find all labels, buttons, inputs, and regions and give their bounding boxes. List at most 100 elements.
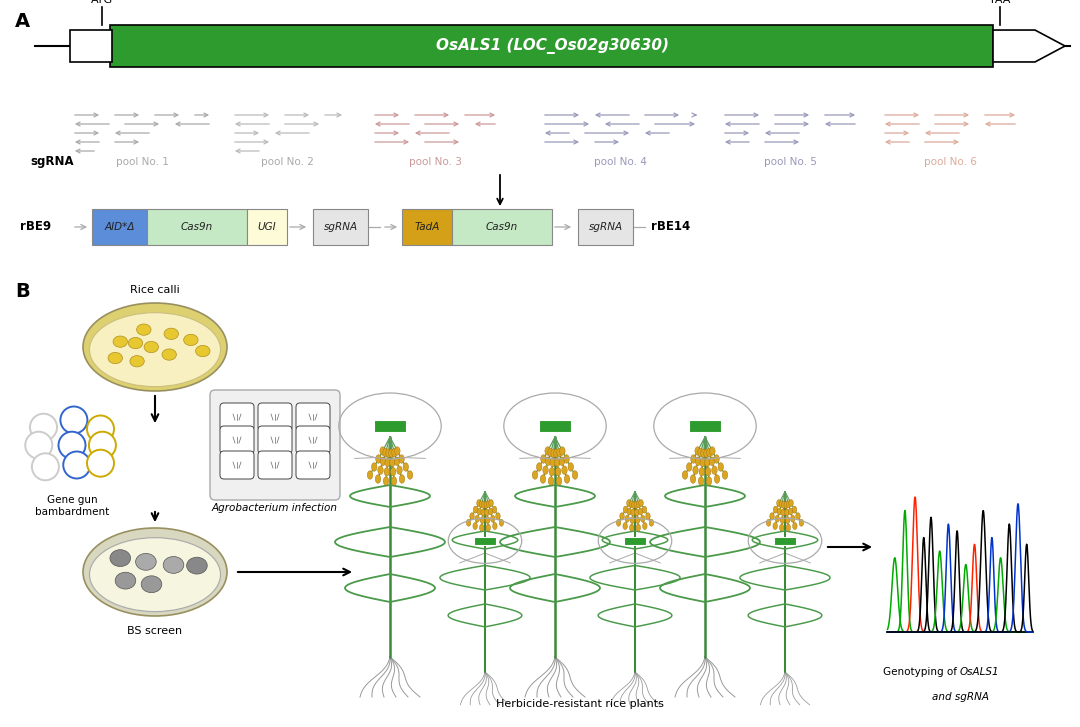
Ellipse shape xyxy=(712,466,717,475)
Ellipse shape xyxy=(376,455,381,463)
Ellipse shape xyxy=(784,502,788,508)
Ellipse shape xyxy=(635,517,639,523)
Bar xyxy=(110,25,993,67)
Ellipse shape xyxy=(773,523,778,529)
Ellipse shape xyxy=(375,475,381,483)
Ellipse shape xyxy=(380,447,386,455)
Ellipse shape xyxy=(83,528,227,616)
Ellipse shape xyxy=(643,506,647,513)
Ellipse shape xyxy=(164,328,178,340)
Ellipse shape xyxy=(90,313,220,387)
Ellipse shape xyxy=(137,324,151,335)
Ellipse shape xyxy=(467,519,471,526)
Ellipse shape xyxy=(486,524,490,531)
Text: rBE14: rBE14 xyxy=(651,220,690,233)
Ellipse shape xyxy=(636,501,640,507)
Ellipse shape xyxy=(683,471,688,479)
Ellipse shape xyxy=(782,502,786,508)
Ellipse shape xyxy=(723,471,728,479)
Ellipse shape xyxy=(548,449,553,457)
Ellipse shape xyxy=(136,553,157,570)
Ellipse shape xyxy=(556,477,562,485)
Ellipse shape xyxy=(477,508,482,515)
Ellipse shape xyxy=(550,458,555,467)
Text: sgRNA: sgRNA xyxy=(589,222,622,232)
Ellipse shape xyxy=(480,524,484,531)
Ellipse shape xyxy=(793,523,797,529)
Ellipse shape xyxy=(617,519,621,526)
Ellipse shape xyxy=(367,471,373,479)
Circle shape xyxy=(25,432,52,459)
Text: pool No. 5: pool No. 5 xyxy=(764,157,816,167)
Ellipse shape xyxy=(485,509,489,516)
FancyBboxPatch shape xyxy=(220,403,254,431)
Ellipse shape xyxy=(634,502,638,508)
Ellipse shape xyxy=(635,509,639,516)
Ellipse shape xyxy=(482,502,486,508)
Ellipse shape xyxy=(499,519,503,526)
Ellipse shape xyxy=(532,471,538,479)
Ellipse shape xyxy=(626,499,631,507)
Ellipse shape xyxy=(184,334,198,345)
Ellipse shape xyxy=(687,463,692,471)
FancyBboxPatch shape xyxy=(258,426,292,454)
Ellipse shape xyxy=(793,506,797,513)
Bar xyxy=(773,537,796,545)
Text: TadA: TadA xyxy=(415,222,440,232)
Ellipse shape xyxy=(785,509,789,516)
Ellipse shape xyxy=(699,477,704,485)
Ellipse shape xyxy=(630,501,634,507)
Ellipse shape xyxy=(141,576,162,593)
Ellipse shape xyxy=(489,499,494,507)
Text: Herbicide-resistant rice plants: Herbicide-resistant rice plants xyxy=(496,699,664,709)
Ellipse shape xyxy=(705,467,711,476)
Text: OsALS1 (LOC_Os02g30630): OsALS1 (LOC_Os02g30630) xyxy=(436,38,669,54)
Text: Cas9n: Cas9n xyxy=(486,222,518,232)
Ellipse shape xyxy=(476,499,482,507)
Ellipse shape xyxy=(796,513,800,520)
Ellipse shape xyxy=(640,515,645,522)
Ellipse shape xyxy=(492,506,497,513)
Ellipse shape xyxy=(714,455,719,463)
Ellipse shape xyxy=(623,523,627,529)
Ellipse shape xyxy=(568,463,573,471)
Circle shape xyxy=(64,451,91,478)
Ellipse shape xyxy=(698,449,703,457)
Ellipse shape xyxy=(556,449,563,457)
Ellipse shape xyxy=(543,466,549,475)
Ellipse shape xyxy=(545,457,551,465)
Text: Gene gun
bambardment: Gene gun bambardment xyxy=(35,495,109,517)
Ellipse shape xyxy=(638,499,644,507)
Ellipse shape xyxy=(545,447,551,455)
Ellipse shape xyxy=(481,517,485,523)
Ellipse shape xyxy=(625,515,630,522)
Ellipse shape xyxy=(110,550,131,566)
Ellipse shape xyxy=(786,524,791,531)
Ellipse shape xyxy=(470,513,474,520)
Ellipse shape xyxy=(399,455,404,463)
Text: pool No. 4: pool No. 4 xyxy=(594,157,647,167)
Ellipse shape xyxy=(706,477,712,485)
Ellipse shape xyxy=(549,467,555,476)
Ellipse shape xyxy=(562,466,567,475)
Polygon shape xyxy=(993,30,1065,62)
Ellipse shape xyxy=(649,519,653,526)
Ellipse shape xyxy=(718,463,724,471)
Ellipse shape xyxy=(195,345,210,357)
Ellipse shape xyxy=(694,447,701,455)
Ellipse shape xyxy=(630,517,635,523)
Ellipse shape xyxy=(791,515,795,522)
Text: AID*Δ: AID*Δ xyxy=(105,222,135,232)
FancyBboxPatch shape xyxy=(296,426,330,454)
Ellipse shape xyxy=(83,303,227,391)
Ellipse shape xyxy=(704,458,710,467)
Ellipse shape xyxy=(90,538,220,611)
Ellipse shape xyxy=(549,477,554,485)
Ellipse shape xyxy=(788,499,794,507)
Ellipse shape xyxy=(187,557,207,574)
Ellipse shape xyxy=(386,449,391,457)
FancyBboxPatch shape xyxy=(258,403,292,431)
Circle shape xyxy=(87,416,114,443)
Bar xyxy=(453,209,552,245)
Ellipse shape xyxy=(704,449,710,457)
